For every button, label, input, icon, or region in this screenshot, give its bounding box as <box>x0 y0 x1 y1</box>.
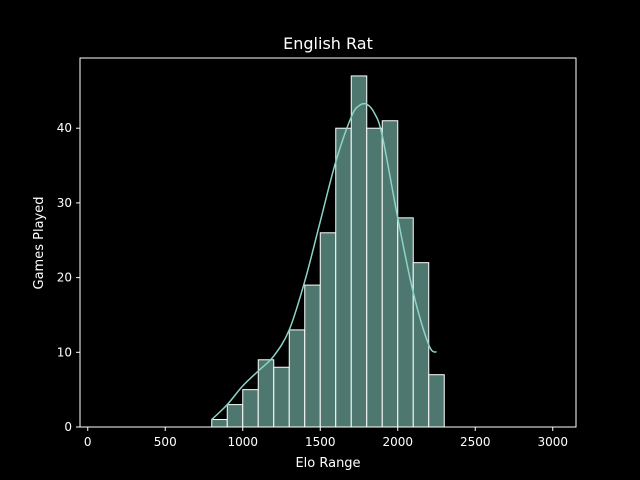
histogram-bar <box>288 329 306 428</box>
histogram-bar <box>304 284 321 428</box>
histogram-bar <box>319 232 337 428</box>
x-axis-ticks: 0 500 1000 1500 2000 2500 3000 <box>84 427 568 449</box>
histogram-bar <box>397 217 414 428</box>
histogram-bar <box>211 419 228 428</box>
histogram-bar <box>381 120 399 428</box>
x-axis-label: Elo Range <box>295 456 360 471</box>
x-tick-label: 0 <box>84 435 92 449</box>
y-tick-label: 10 <box>57 345 72 359</box>
y-axis-ticks: 0 10 20 30 40 <box>57 121 80 434</box>
x-tick-label: 3000 <box>537 435 568 449</box>
histogram-bar <box>273 366 290 428</box>
plot-area-frame <box>79 57 577 428</box>
histogram-bar <box>226 404 244 428</box>
histogram-bars <box>211 75 445 428</box>
y-tick-label: 0 <box>64 420 72 434</box>
histogram-bar <box>428 374 445 428</box>
histogram-bar <box>242 389 259 428</box>
x-tick-label: 2000 <box>382 435 413 449</box>
histogram-bar <box>366 127 383 428</box>
histogram-bar <box>412 262 430 428</box>
histogram-bar <box>335 127 352 428</box>
x-tick-label: 2500 <box>460 435 491 449</box>
y-tick-label: 20 <box>57 271 72 285</box>
x-tick-label: 500 <box>154 435 177 449</box>
y-axis-label: Games Played <box>32 197 47 290</box>
histogram-bar <box>350 75 368 428</box>
chart-title: English Rat <box>283 34 373 53</box>
y-tick-label: 30 <box>57 196 72 210</box>
x-tick-label: 1000 <box>227 435 258 449</box>
x-tick-label: 1500 <box>305 435 336 449</box>
histogram-bar <box>257 359 275 428</box>
kde-curve <box>211 102 438 421</box>
y-tick-label: 40 <box>57 121 72 135</box>
